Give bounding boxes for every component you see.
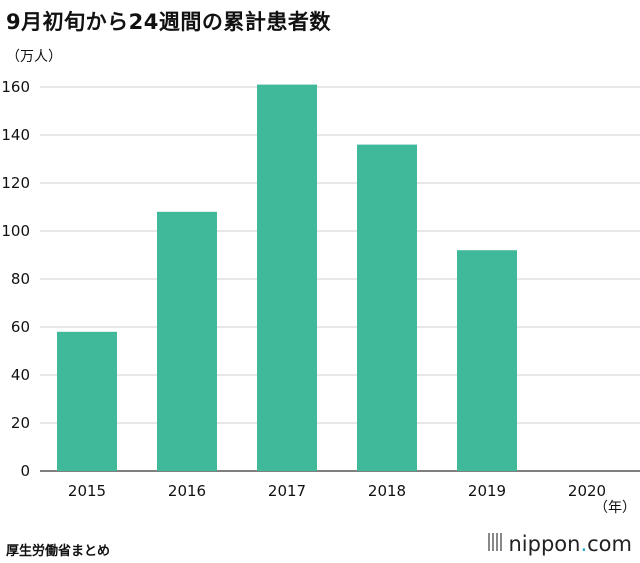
y-tick-label: 60 [11,318,30,336]
bar-2015 [57,331,117,471]
nippon-logo: nippon. com [488,532,632,556]
y-tick-label: 140 [1,126,30,144]
x-tick-label: 2019 [468,482,506,500]
y-tick-label: 40 [11,366,30,384]
x-tick-label: 2020 [568,482,606,500]
x-tick-label: 2015 [68,482,106,500]
bar-2019 [457,250,517,471]
y-tick-label: 160 [1,78,30,96]
y-tick-label: 0 [20,462,30,480]
brand-name: nippon [508,532,581,556]
chart-title: 9月初旬から24週間の累計患者数 [6,10,331,34]
bar-2017 [257,84,317,471]
bar-2018 [357,144,417,471]
brand-tld: com [587,532,632,556]
x-tick-label: 2016 [168,482,206,500]
y-tick-label: 120 [1,174,30,192]
x-tick-label: 2017 [268,482,306,500]
y-tick-label: 20 [11,414,30,432]
brand-dot: . [580,532,588,556]
x-tick-label: 2018 [368,482,406,500]
y-tick-label: 80 [11,270,30,288]
bar-chart: 0 20 40 60 80 100 120 140 160 2015 2016 2017 2018 201… [1,78,640,516]
y-axis-unit: （万人） [6,49,62,65]
bar-2016 [157,211,217,472]
x-axis-unit: （年） [594,500,636,516]
source-note: 厚生労働省まとめ [6,544,111,559]
y-tick-label: 100 [1,222,30,240]
seal-icon [488,532,503,556]
